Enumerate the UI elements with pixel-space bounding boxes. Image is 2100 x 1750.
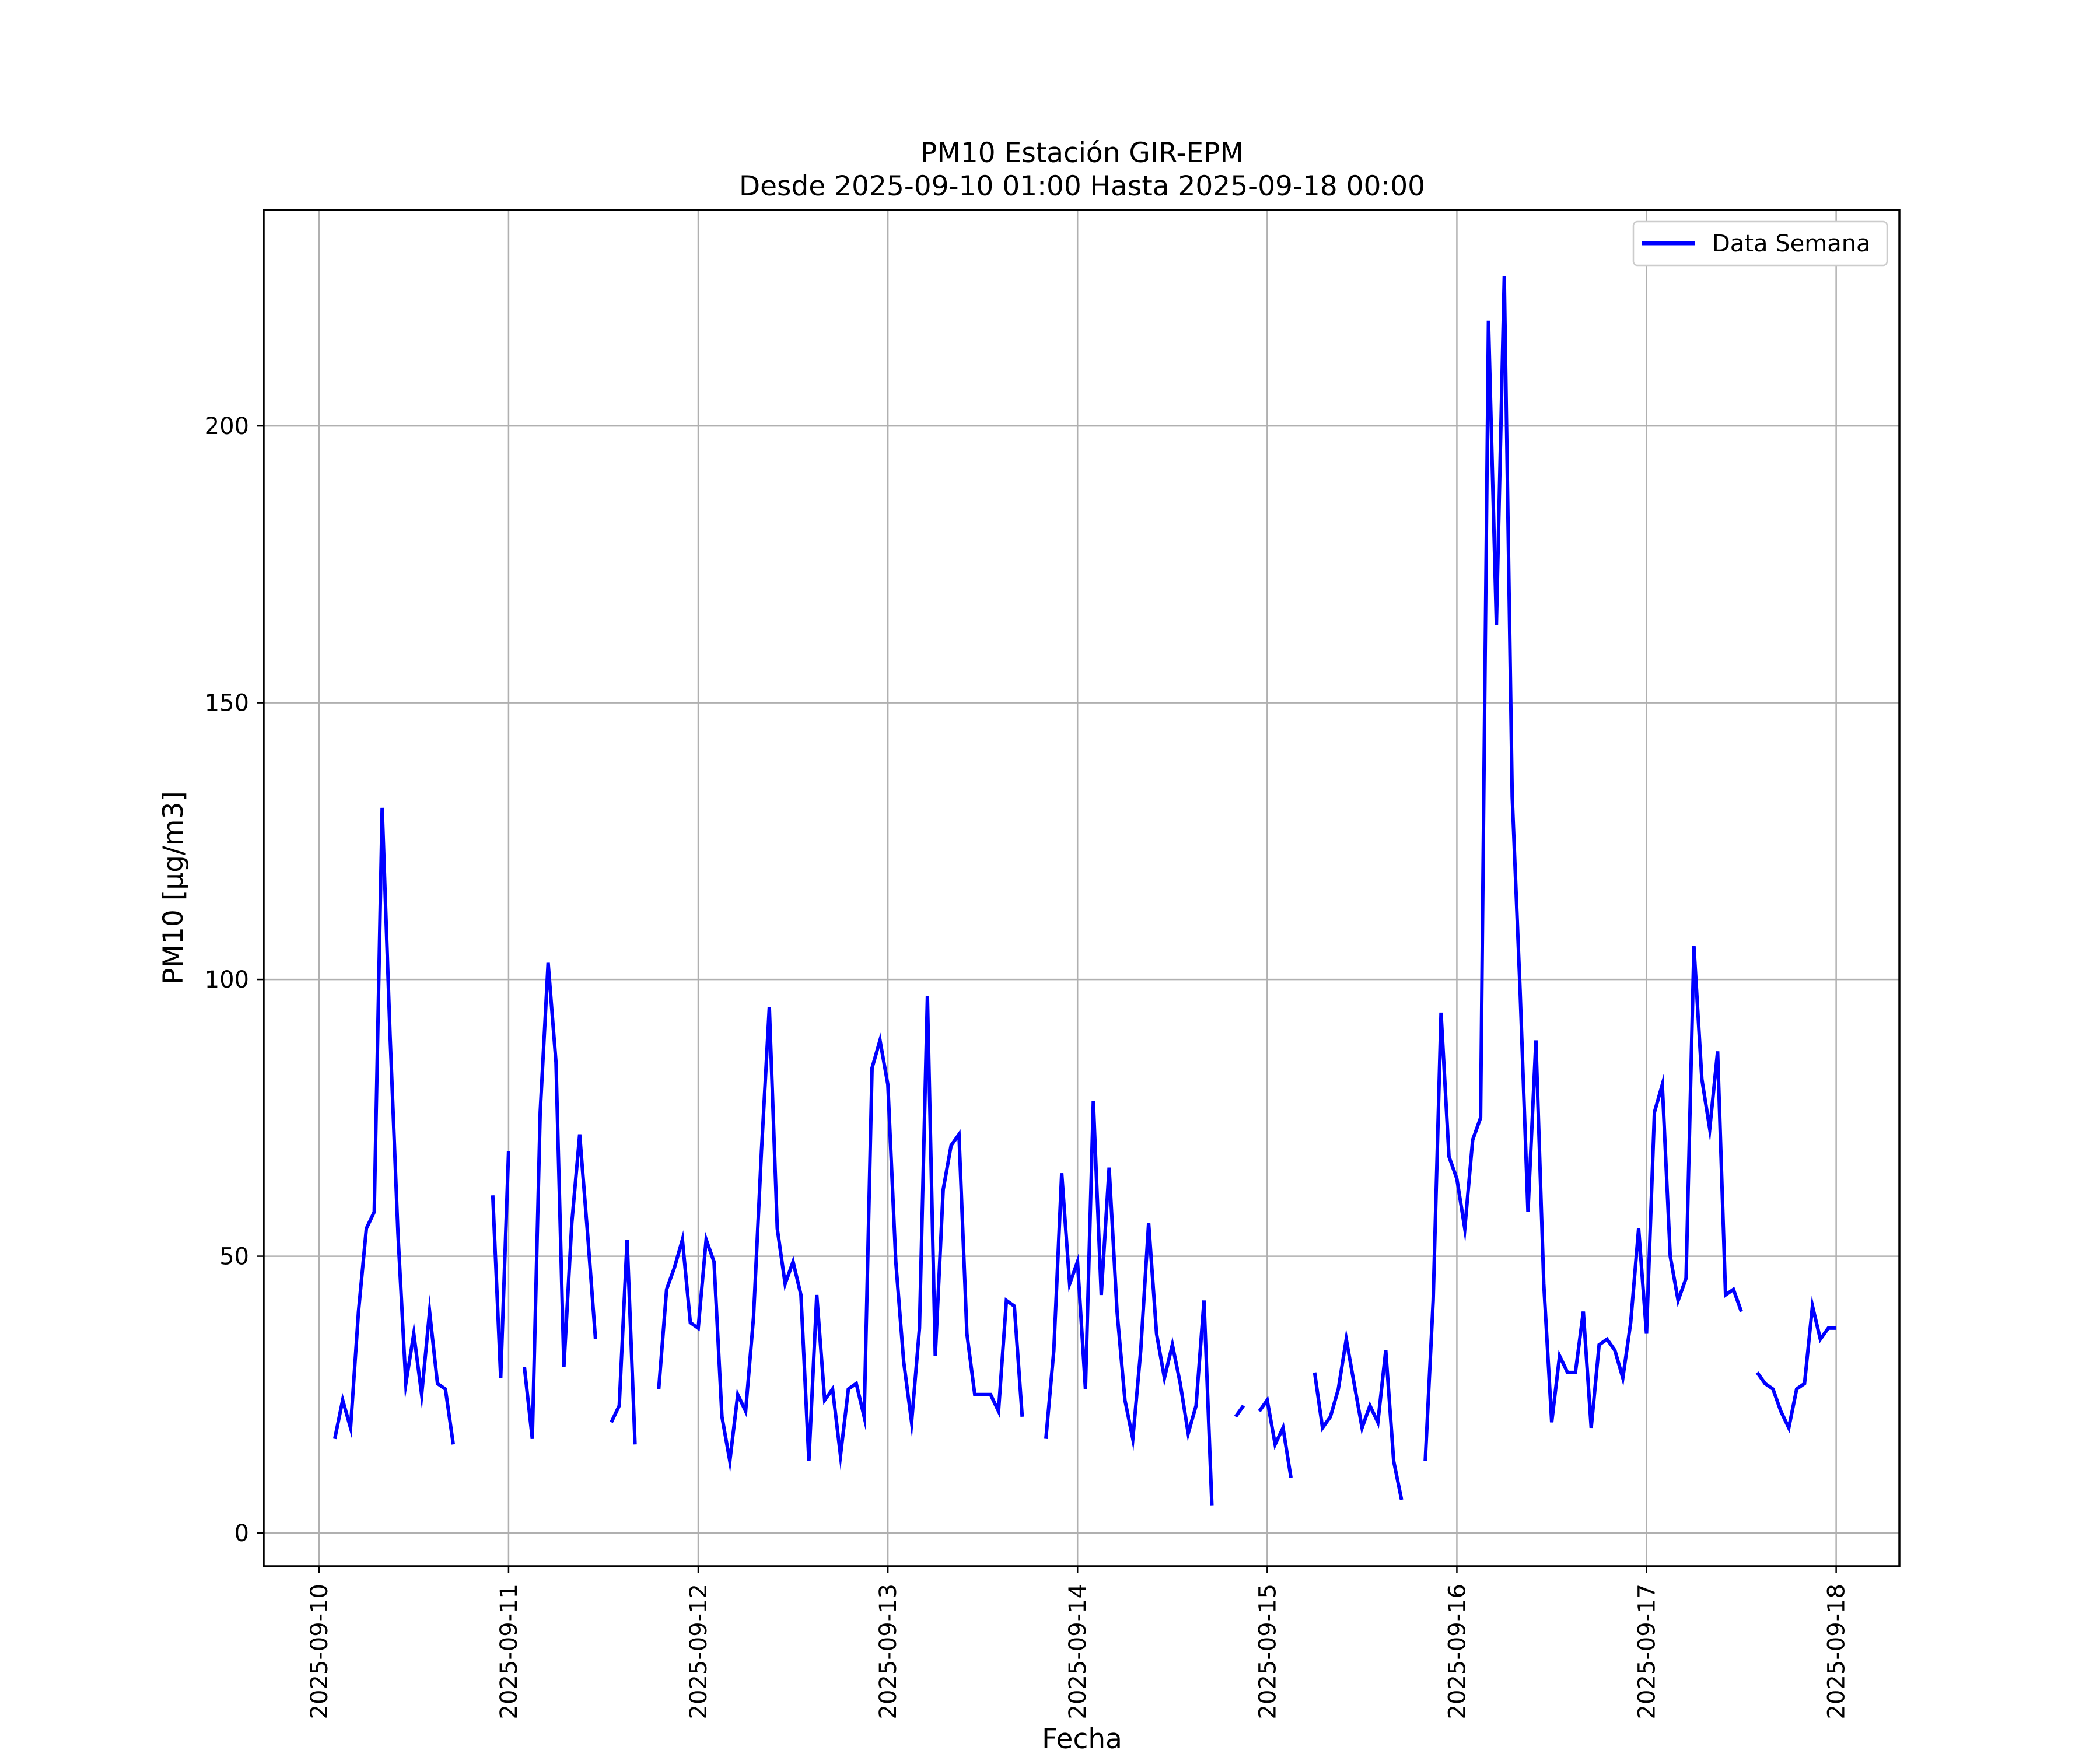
series-line-segment [491, 1151, 510, 1378]
x-tick-label: 2025-09-14 [1065, 1584, 1091, 1719]
series-line-segment [523, 963, 597, 1440]
series-line-segment [1258, 1395, 1293, 1478]
x-tick-label: 2025-09-17 [1634, 1584, 1661, 1719]
y-tick-label: 50 [219, 1244, 249, 1270]
x-tick-label: 2025-09-18 [1824, 1584, 1850, 1719]
axis-ticks: 2025-09-10 2025-09-11 2025-09-12 2025-09-13… [205, 413, 1850, 1719]
chart-title: PM10 Estación GIR-EPM [921, 137, 1244, 169]
legend: Data Semana [1632, 220, 1888, 267]
series-line-segment [657, 996, 1024, 1474]
y-axis-label: PM10 [µg/m3] [158, 791, 190, 985]
series-line-segment [332, 807, 456, 1445]
x-tick-label: 2025-09-13 [875, 1584, 902, 1719]
legend-box [1632, 220, 1888, 267]
x-tick-label: 2025-09-12 [685, 1584, 712, 1719]
legend-label: Data Semana [1712, 230, 1871, 257]
y-tick-label: 200 [205, 413, 249, 440]
x-tick-label: 2025-09-15 [1254, 1584, 1281, 1719]
data-series [332, 276, 1836, 1506]
chart-subtitle: Desde 2025-09-10 01:00 Hasta 2025-09-18 … [739, 170, 1425, 202]
grid-lines [264, 210, 1899, 1566]
y-tick-label: 150 [205, 690, 249, 717]
y-tick-label: 0 [235, 1520, 249, 1547]
series-line-segment [610, 1239, 637, 1445]
series-line-segment [1423, 276, 1743, 1461]
series-line-segment [1234, 1405, 1245, 1418]
x-tick-label: 2025-09-10 [306, 1584, 333, 1719]
series-line-segment [1044, 1101, 1214, 1506]
series-line-segment [1755, 1296, 1836, 1434]
y-tick-label: 100 [205, 967, 249, 993]
series-line-segment [1312, 1328, 1404, 1500]
x-tick-label: 2025-09-11 [496, 1584, 523, 1719]
plot-frame [262, 209, 1901, 1567]
x-axis-label: Fecha [1042, 1723, 1122, 1750]
x-tick-label: 2025-09-16 [1444, 1584, 1471, 1719]
